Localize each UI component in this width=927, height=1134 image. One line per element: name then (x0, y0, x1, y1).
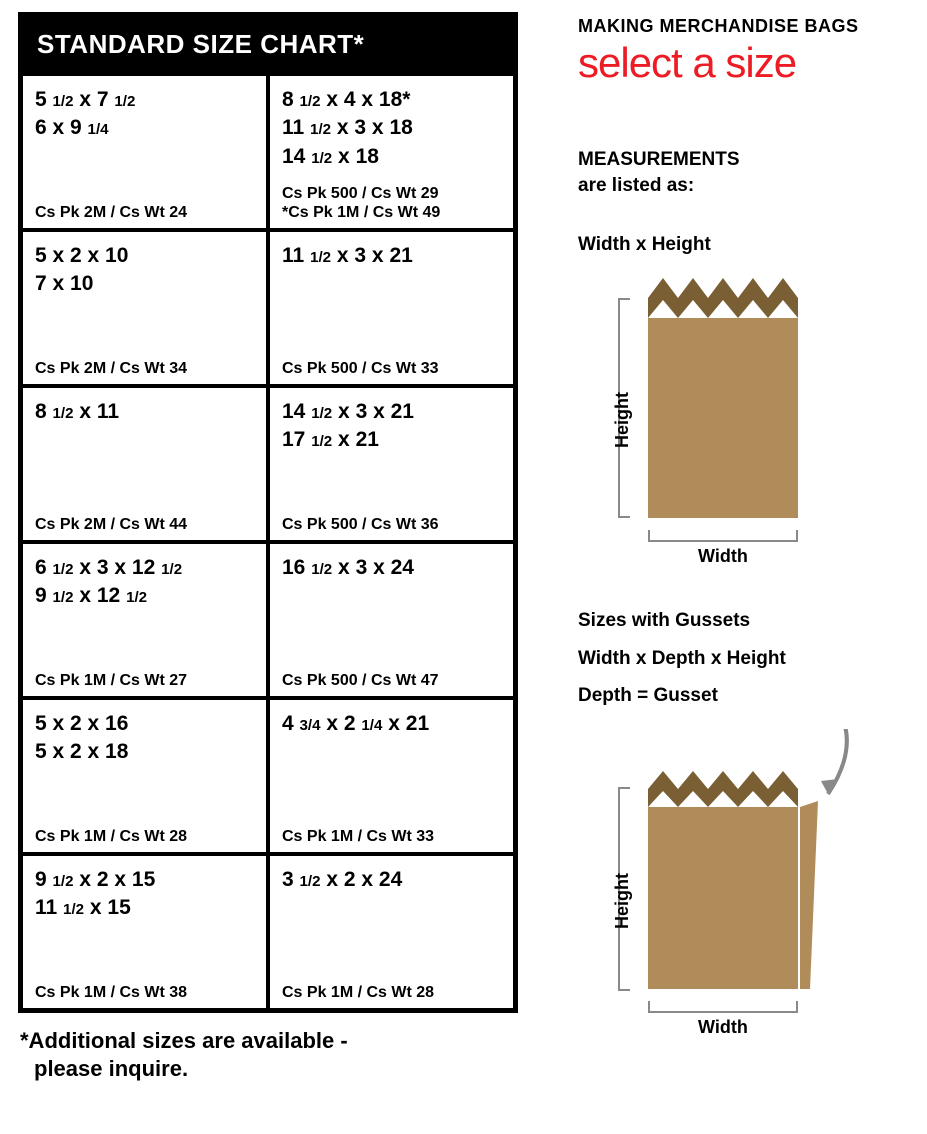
measurements-heading: MEASUREMENTS are listed as: (578, 147, 868, 198)
measurements-l2: are listed as: (578, 173, 868, 199)
cell-sizes: 4 3/4 x 2 1/4 x 21 (282, 710, 501, 738)
chart-cell: 5 1/2 x 7 1/26 x 9 1/4 Cs Pk 2M / Cs Wt 2… (21, 74, 268, 230)
chart-cell: 16 1/2 x 3 x 24 Cs Pk 500 / Cs Wt 47 (268, 542, 515, 698)
footnote-line1: *Additional sizes are available - (20, 1027, 538, 1055)
chart-cell: 14 1/2 x 3 x 2117 1/2 x 21 Cs Pk 500 / Cs… (268, 386, 515, 542)
cell-sizes: 3 1/2 x 2 x 24 (282, 866, 501, 894)
cell-sizes: 5 x 2 x 165 x 2 x 18 (35, 710, 254, 767)
cell-meta: Cs Pk 2M / Cs Wt 34 (35, 359, 254, 378)
cell-meta: Cs Pk 1M / Cs Wt 27 (35, 671, 254, 690)
chart-cell: 8 1/2 x 4 x 18*11 1/2 x 3 x 1814 1/2 x 1… (268, 74, 515, 230)
cell-meta: Cs Pk 500 / Cs Wt 33 (282, 359, 501, 378)
cell-meta: Cs Pk 2M / Cs Wt 44 (35, 515, 254, 534)
chart-cell: 5 x 2 x 107 x 10 Cs Pk 2M / Cs Wt 34 (21, 230, 268, 386)
chart-title: STANDARD SIZE CHART* (21, 15, 515, 74)
cell-meta: Cs Pk 1M / Cs Wt 28 (282, 983, 501, 1002)
cell-sizes: 5 x 2 x 107 x 10 (35, 242, 254, 299)
width-height-label: Width x Height (578, 232, 868, 258)
cell-sizes: 16 1/2 x 3 x 24 (282, 554, 501, 582)
cell-sizes: 8 1/2 x 11 (35, 398, 254, 426)
chart-cell: 9 1/2 x 2 x 1511 1/2 x 15 Cs Pk 1M / Cs W… (21, 854, 268, 1010)
size-chart-table: STANDARD SIZE CHART* 5 1/2 x 7 1/26 x 9 … (18, 12, 518, 1013)
width-axis-label: Width (698, 546, 748, 567)
bag-diagram-gusset: Height Width (578, 729, 838, 1029)
bag-diagram-flat: Height Width (578, 268, 838, 568)
gusset-l1: Sizes with Gussets (578, 608, 868, 634)
cell-meta: Cs Pk 1M / Cs Wt 38 (35, 983, 254, 1002)
chart-cell: 5 x 2 x 165 x 2 x 18 Cs Pk 1M / Cs Wt 28 (21, 698, 268, 854)
brand-tagline: MAKING MERCHANDISE BAGS (578, 16, 868, 37)
gusset-l2: Width x Depth x Height (578, 646, 868, 672)
cell-sizes: 11 1/2 x 3 x 21 (282, 242, 501, 270)
cell-meta: Cs Pk 1M / Cs Wt 28 (35, 827, 254, 846)
chart-cell: 11 1/2 x 3 x 21 Cs Pk 500 / Cs Wt 33 (268, 230, 515, 386)
chart-cell: 6 1/2 x 3 x 12 1/29 1/2 x 12 1/2 Cs Pk 1M… (21, 542, 268, 698)
footnote: *Additional sizes are available - please… (20, 1027, 538, 1082)
cell-meta: Cs Pk 500 / Cs Wt 29*Cs Pk 1M / Cs Wt 49 (282, 184, 501, 222)
width-axis-label-2: Width (698, 1017, 748, 1038)
cell-sizes: 14 1/2 x 3 x 2117 1/2 x 21 (282, 398, 501, 455)
cell-sizes: 5 1/2 x 7 1/26 x 9 1/4 (35, 86, 254, 143)
footnote-line2: please inquire. (20, 1055, 538, 1083)
chart-cell: 3 1/2 x 2 x 24 Cs Pk 1M / Cs Wt 28 (268, 854, 515, 1010)
height-axis-label-2: Height (612, 873, 633, 929)
cell-meta: Cs Pk 1M / Cs Wt 33 (282, 827, 501, 846)
brand-title: select a size (578, 39, 868, 87)
cell-sizes: 8 1/2 x 4 x 18*11 1/2 x 3 x 1814 1/2 x 1… (282, 86, 501, 171)
gusset-info: Sizes with Gussets Width x Depth x Heigh… (578, 608, 868, 709)
cell-meta: Cs Pk 500 / Cs Wt 47 (282, 671, 501, 690)
cell-sizes: 9 1/2 x 2 x 1511 1/2 x 15 (35, 866, 254, 923)
gusset-l3: Depth = Gusset (578, 683, 868, 709)
height-axis-label: Height (612, 392, 633, 448)
cell-meta: Cs Pk 2M / Cs Wt 24 (35, 203, 254, 222)
chart-cell: 8 1/2 x 11 Cs Pk 2M / Cs Wt 44 (21, 386, 268, 542)
measurements-l1: MEASUREMENTS (578, 147, 868, 173)
cell-sizes: 6 1/2 x 3 x 12 1/29 1/2 x 12 1/2 (35, 554, 254, 611)
cell-meta: Cs Pk 500 / Cs Wt 36 (282, 515, 501, 534)
chart-cell: 4 3/4 x 2 1/4 x 21 Cs Pk 1M / Cs Wt 33 (268, 698, 515, 854)
